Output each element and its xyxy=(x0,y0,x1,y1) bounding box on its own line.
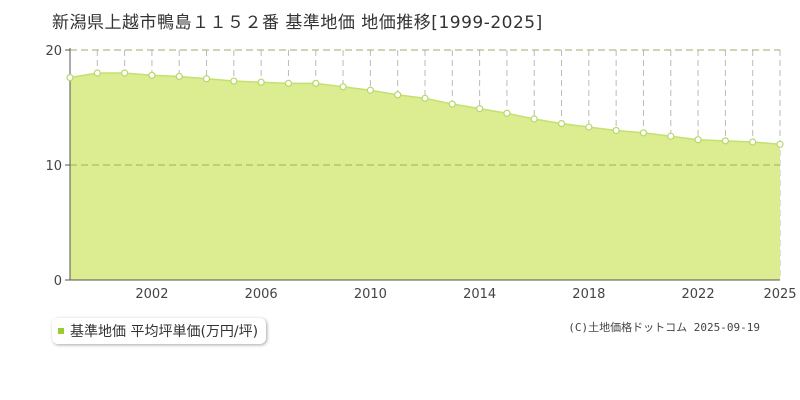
data-point xyxy=(421,94,429,102)
data-point xyxy=(93,69,101,77)
data-point xyxy=(749,138,757,146)
tick-labels: 0 10 20 2002 2006 2010 2014 2018 2022 2025 xyxy=(45,44,796,302)
area-layer xyxy=(69,72,781,280)
horizontal-grid xyxy=(70,49,780,166)
legend-marker xyxy=(58,328,64,334)
axes xyxy=(65,48,780,281)
data-markers xyxy=(66,69,784,148)
data-point xyxy=(612,126,620,135)
data-point xyxy=(230,77,238,85)
y-tick-label: 0 xyxy=(54,274,62,289)
x-tick-label: 2010 xyxy=(354,287,387,302)
data-point xyxy=(312,79,320,87)
area-fill xyxy=(70,73,780,280)
data-point xyxy=(339,83,347,91)
data-point xyxy=(694,136,702,144)
legend-label: 基準地価 平均坪単価(万円/坪) xyxy=(70,324,259,340)
data-point xyxy=(284,79,293,87)
legend: 基準地価 平均坪単価(万円/坪) xyxy=(52,318,267,344)
data-point xyxy=(448,100,456,108)
x-tick-label: 2002 xyxy=(135,287,168,302)
chart-title: 新潟県上越市鴨島１１５２番 基準地価 地価推移[1999-2025] xyxy=(52,13,543,33)
data-point xyxy=(776,140,784,148)
data-point xyxy=(530,115,538,123)
x-tick-label: 2018 xyxy=(572,287,605,302)
x-tick-label: 2014 xyxy=(463,287,496,302)
data-point xyxy=(721,137,729,145)
data-point xyxy=(667,132,675,140)
data-point xyxy=(585,123,593,131)
y-tick-label: 20 xyxy=(45,44,62,59)
data-point xyxy=(257,78,265,86)
data-point xyxy=(503,109,511,117)
data-point xyxy=(121,69,129,77)
source-credit: (C)土地価格ドットコム 2025-09-19 xyxy=(568,321,760,334)
data-point xyxy=(148,71,156,79)
data-point xyxy=(394,91,402,99)
data-point xyxy=(476,105,484,113)
data-point xyxy=(66,73,74,82)
x-tick-label: 2025 xyxy=(763,287,796,302)
data-point xyxy=(639,129,648,137)
data-point xyxy=(557,119,566,128)
data-point xyxy=(175,72,183,81)
y-tick-label: 10 xyxy=(45,159,62,174)
x-tick-label: 2006 xyxy=(245,287,278,302)
x-tick-label: 2022 xyxy=(682,287,715,302)
data-point xyxy=(202,75,211,83)
data-point xyxy=(366,86,374,94)
